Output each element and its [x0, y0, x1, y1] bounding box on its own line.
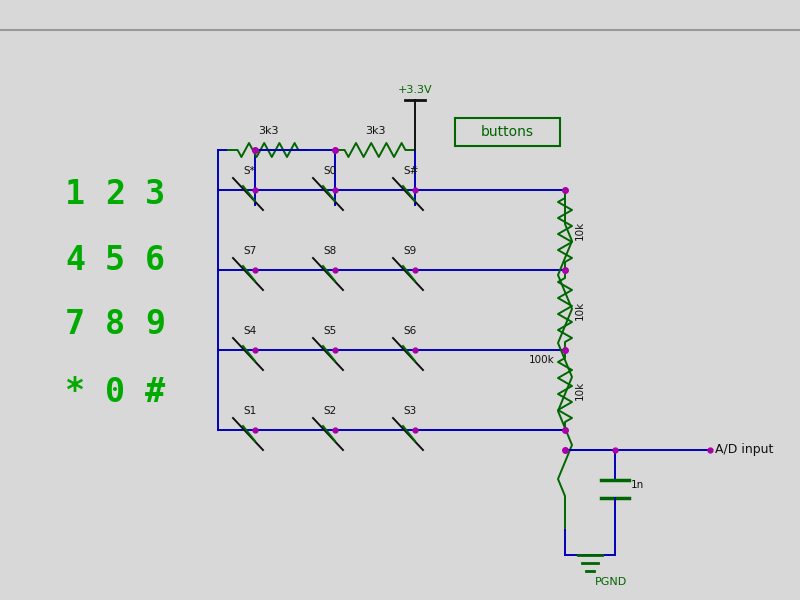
- Text: +3.3V: +3.3V: [398, 85, 432, 95]
- Text: *: *: [65, 376, 85, 409]
- Text: buttons: buttons: [481, 125, 534, 139]
- Text: S8: S8: [323, 246, 336, 256]
- Text: S9: S9: [403, 246, 416, 256]
- Text: S5: S5: [323, 326, 336, 336]
- Text: 3k3: 3k3: [258, 126, 278, 136]
- Text: S4: S4: [243, 326, 256, 336]
- Text: 6: 6: [145, 244, 165, 277]
- Text: #: #: [145, 376, 165, 409]
- Text: 9: 9: [145, 308, 165, 341]
- Text: S7: S7: [243, 246, 256, 256]
- Text: 10k: 10k: [575, 380, 585, 400]
- Text: S3: S3: [403, 406, 416, 416]
- Text: S*: S*: [243, 166, 254, 176]
- Bar: [455, 118, 560, 146]
- Text: 4: 4: [65, 244, 85, 277]
- Text: 10k: 10k: [575, 301, 585, 320]
- Text: A/D input: A/D input: [715, 443, 774, 457]
- Text: S2: S2: [323, 406, 336, 416]
- Text: S6: S6: [403, 326, 416, 336]
- Text: 3k3: 3k3: [365, 126, 386, 136]
- Text: PGND: PGND: [595, 577, 627, 587]
- Text: 100k: 100k: [530, 355, 555, 365]
- Text: 7: 7: [65, 308, 85, 341]
- Text: 8: 8: [105, 308, 125, 341]
- Text: 0: 0: [105, 376, 125, 409]
- Text: 10k: 10k: [575, 220, 585, 239]
- Text: S#: S#: [403, 166, 418, 176]
- Text: 3: 3: [145, 179, 165, 211]
- Text: 5: 5: [105, 244, 125, 277]
- Text: S0: S0: [323, 166, 336, 176]
- Text: 2: 2: [105, 179, 125, 211]
- Text: S1: S1: [243, 406, 256, 416]
- Text: 1n: 1n: [631, 480, 644, 490]
- Text: 1: 1: [65, 179, 85, 211]
